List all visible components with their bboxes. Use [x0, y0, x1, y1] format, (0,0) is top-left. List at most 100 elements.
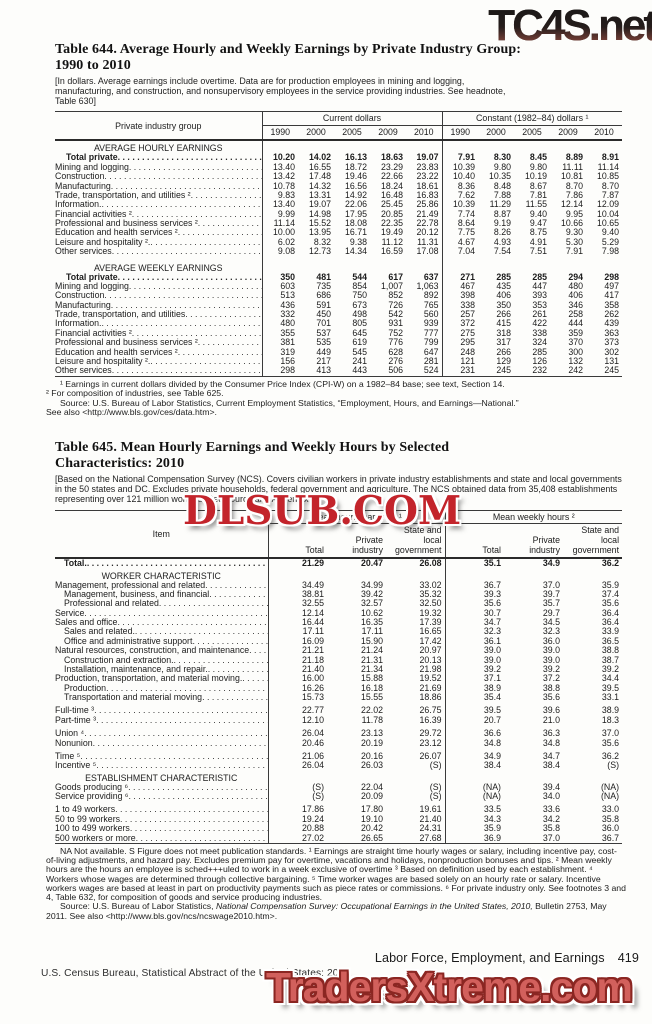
row-label-cell: Incentive ⁵ [55, 761, 269, 771]
data-cell: 17.42 [419, 635, 442, 646]
data-cell: 32.3 [444, 626, 504, 637]
data-cell: 12.09 [597, 199, 620, 210]
row-label-cell: Total private [55, 272, 263, 282]
table644-header: Private industry group Current dollars C… [55, 111, 623, 141]
dot-leader [136, 834, 268, 843]
data-cell: 363 [604, 327, 620, 338]
data-cell: 20.88 [301, 823, 324, 834]
row-label-cell: Production [55, 683, 269, 693]
data-cell: 21.69 [419, 682, 442, 693]
data-cell: 245 [604, 365, 620, 376]
year-header: 2010 [594, 126, 614, 137]
data-cell: 34.49 [301, 579, 324, 590]
data-cell: 23.12 [419, 737, 442, 748]
dot-leader [104, 291, 261, 300]
section-header-row: WORKER CHARACTERISTIC [55, 568, 623, 581]
data-cell: 35.8 [542, 823, 560, 834]
data-cell: 32.57 [360, 598, 383, 609]
row-label: Construction [55, 291, 105, 301]
data-cell: 701 [316, 318, 331, 329]
dot-leader [128, 783, 267, 792]
data-cell: 33.1 [601, 692, 620, 702]
data-cell: 359 [568, 327, 583, 338]
row-label: Total private [66, 153, 118, 163]
data-cell: 7.91 [441, 153, 478, 163]
data-cell: 35.32 [419, 588, 442, 599]
data-cell: 11.29 [489, 199, 511, 210]
data-cell: 537 [316, 327, 331, 338]
data-cell: 17.86 [301, 804, 324, 815]
data-cell: 19.46 [344, 171, 367, 182]
row-label: Other services [55, 366, 112, 376]
data-cell: 7.86 [565, 189, 583, 200]
data-cell: 645 [352, 327, 367, 338]
table-row: Trade, transportation, and utilities ² 9.… [55, 189, 622, 201]
data-cell: 647 [423, 346, 439, 357]
data-cell: 38.4 [444, 760, 504, 771]
data-cell: 21.21 [301, 645, 324, 656]
row-label-cell: Total private [55, 153, 263, 163]
data-cell: 21.24 [360, 645, 383, 656]
data-cell: 9.08 [277, 246, 295, 257]
data-cell: 36.0 [601, 823, 620, 834]
data-cell: (S) [429, 760, 442, 771]
table644-title-line1: Table 644. Average Hourly and Weekly Ear… [55, 42, 522, 57]
data-cell: 131 [604, 355, 620, 366]
data-cell: 7.51 [529, 246, 547, 257]
data-cell: 19.61 [419, 804, 442, 815]
table-645: Item Mean hourly earnings ¹ Mean weekly … [55, 509, 623, 844]
data-cell: 20.47 [360, 558, 383, 569]
data-cell: 21.49 [416, 208, 439, 219]
data-cell: 10.20 [272, 152, 295, 163]
dot-leader [208, 665, 268, 674]
section-header: AVERAGE HOURLY EARNINGS [55, 140, 263, 154]
data-cell: 217 [316, 355, 331, 366]
dot-leader [94, 706, 267, 715]
data-cell: 18.86 [419, 692, 442, 702]
row-label: Total private [66, 272, 118, 282]
table-row: Mining and logging 603 735 854 1,007 1,063467… [55, 280, 622, 292]
data-cell: 20.09 [360, 791, 383, 801]
data-cell: 33.5 [444, 804, 504, 815]
data-cell: 8.91 [601, 152, 620, 163]
row-label: Nonunion [55, 738, 93, 748]
data-cell: 22.78 [416, 218, 439, 229]
data-cell: 16.26 [301, 682, 324, 693]
dot-leader [191, 191, 262, 200]
dot-leader [135, 627, 268, 636]
section-header: WORKER CHARACTERISTIC [55, 568, 269, 581]
data-cell: 37.1 [444, 673, 504, 684]
data-cell: 37.0 [601, 728, 620, 739]
data-cell: (S) [312, 791, 324, 801]
data-cell: 38.9 [444, 683, 504, 693]
row-label-cell: 500 workers or more [55, 833, 269, 844]
data-cell: 752 [388, 327, 403, 338]
data-cell: 13.95 [308, 227, 331, 238]
table645-subheader-row: Total Private industry State and local gov… [55, 523, 622, 559]
data-cell: 20.42 [360, 823, 383, 834]
row-label-cell: Professional and business services ² [55, 338, 263, 348]
dot-leader [198, 219, 262, 228]
data-cell: 25.86 [416, 199, 439, 210]
data-cell: 8.89 [565, 152, 583, 163]
table-row: Management, business, and financial 38.81… [55, 588, 622, 600]
row-label-cell: Mining and logging [55, 281, 263, 292]
data-cell: 735 [316, 280, 331, 291]
data-cell: 35.1 [444, 558, 504, 569]
subcolumn-header: Private industry [529, 534, 560, 555]
data-cell: 18.72 [344, 161, 367, 172]
data-cell: 29.7 [542, 607, 560, 618]
table-row: Financial activities ² 355 537 645 752 777275… [55, 327, 622, 339]
row-label-cell: Installation, maintenance, and repair. [55, 664, 269, 675]
table644-colgroup-constant: Constant (1982–84) dollars ¹ [441, 111, 623, 126]
data-cell: 33.6 [542, 804, 560, 815]
data-cell: 21.31 [360, 654, 383, 665]
row-label: Financial activities ² [55, 209, 132, 219]
table-row: Professional and business services ² 11.1… [55, 218, 622, 229]
row-label: Trade, transportation, and utilities ² [55, 190, 191, 200]
data-cell: 20.16 [360, 750, 383, 761]
dot-leader [111, 301, 262, 310]
spacer-row [55, 801, 623, 806]
